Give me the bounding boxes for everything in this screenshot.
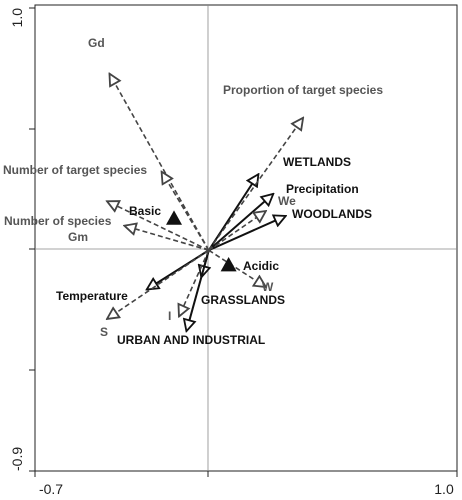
vector-label-number-of-species: Number of species xyxy=(4,214,112,228)
vector-label-temperature: Temperature xyxy=(56,289,128,303)
point-marker-acidic xyxy=(220,256,237,272)
vector-label-s: S xyxy=(100,325,108,339)
vector-arrow-precipitation xyxy=(208,194,274,252)
vector-label-i: I xyxy=(168,309,171,323)
vector-label-gm: Gm xyxy=(68,230,88,244)
vector-arrow-s xyxy=(107,249,210,319)
vector-label-precipitation: Precipitation xyxy=(286,182,359,196)
y-tick-label-top: 1.0 xyxy=(9,8,25,28)
vector-label-urban-and-industrial: URBAN AND INDUSTRIAL xyxy=(117,333,265,347)
vector-label-wetlands: WETLANDS xyxy=(283,155,351,169)
x-tick-label-right: 1.0 xyxy=(434,481,454,497)
point-label-acidic: Acidic xyxy=(243,259,279,273)
vector-arrow-we xyxy=(208,211,266,251)
vector-arrow-number-of-target-species xyxy=(162,172,210,251)
vector-label-gd: Gd xyxy=(88,36,105,50)
axis-ticks xyxy=(29,7,458,477)
vector-arrow-i xyxy=(179,249,210,316)
plot-frame xyxy=(34,4,458,472)
vector-arrow-w xyxy=(208,249,266,287)
points-layer xyxy=(166,210,237,272)
vector-label-woodlands: WOODLANDS xyxy=(292,207,372,221)
y-tick-label-bottom: -0.9 xyxy=(9,447,25,471)
vector-label-w: W xyxy=(262,280,274,294)
vector-label-we: We xyxy=(278,194,296,208)
vector-label-grasslands: GRASSLANDS xyxy=(201,293,285,307)
point-label-basic: Basic xyxy=(129,204,161,218)
vector-label-proportion-of-target-species: Proportion of target species xyxy=(223,83,383,97)
vector-arrow-woodlands xyxy=(208,216,286,252)
vectors-layer xyxy=(107,74,303,332)
vector-arrow-number-of-species xyxy=(107,201,210,251)
vector-arrow-gm xyxy=(124,226,209,252)
point-marker-basic xyxy=(166,210,183,225)
x-tick-label-left: -0.7 xyxy=(39,481,63,497)
vector-arrow-gd xyxy=(109,74,210,251)
vector-arrow-proportion-of-target-species xyxy=(208,118,303,251)
vector-label-number-of-target-species: Number of target species xyxy=(3,163,147,177)
vector-arrow-wetlands xyxy=(207,174,259,251)
